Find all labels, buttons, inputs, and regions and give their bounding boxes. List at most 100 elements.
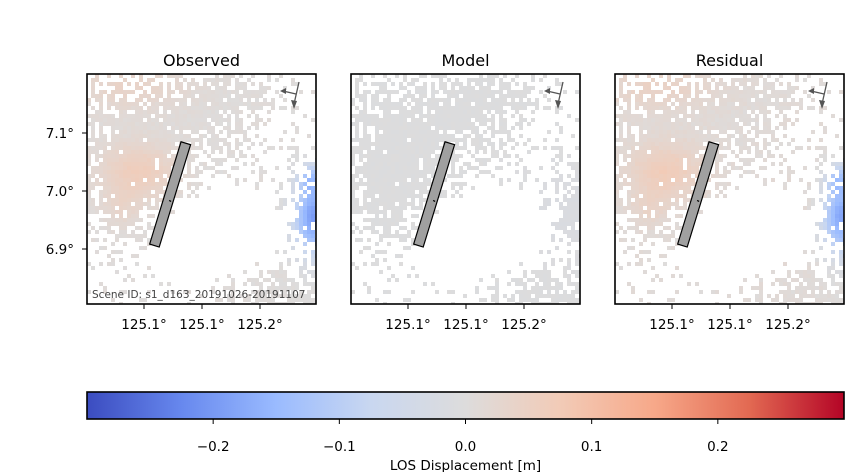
field-cell: [119, 230, 123, 234]
field-cell: [823, 206, 827, 210]
field-cell: [663, 178, 667, 182]
field-cell: [95, 182, 99, 186]
field-cell: [311, 290, 315, 294]
field-cell: [399, 234, 403, 238]
field-cell: [435, 146, 439, 150]
field-cell: [691, 126, 695, 130]
field-cell: [363, 94, 367, 98]
field-cell: [639, 170, 643, 174]
field-cell: [359, 206, 363, 210]
field-cell: [679, 162, 683, 166]
field-cell: [227, 130, 231, 134]
field-cell: [147, 186, 151, 190]
field-cell: [443, 178, 447, 182]
field-cell: [615, 262, 619, 266]
field-cell: [379, 194, 383, 198]
field-cell: [715, 118, 719, 122]
field-cell: [463, 114, 467, 118]
field-cell: [155, 138, 159, 142]
field-cell: [363, 218, 367, 222]
field-cell: [119, 170, 123, 174]
field-cell: [191, 78, 195, 82]
field-cell: [399, 194, 403, 198]
field-cell: [807, 94, 811, 98]
displacement-field: [351, 74, 580, 304]
field-cell: [471, 154, 475, 158]
field-cell: [291, 78, 295, 82]
field-cell: [427, 126, 431, 130]
field-cell: [823, 258, 827, 262]
field-cell: [255, 290, 259, 294]
field-cell: [403, 106, 407, 110]
field-cell: [131, 130, 135, 134]
field-cell: [115, 162, 119, 166]
field-cell: [691, 106, 695, 110]
field-cell: [683, 138, 687, 142]
field-cell: [739, 138, 743, 142]
field-cell: [495, 98, 499, 102]
field-cell: [307, 206, 311, 210]
field-cell: [643, 106, 647, 110]
field-cell: [103, 210, 107, 214]
field-cell: [271, 274, 275, 278]
field-cell: [235, 126, 239, 130]
field-cell: [715, 134, 719, 138]
field-cell: [567, 278, 571, 282]
field-cell: [383, 214, 387, 218]
field-cell: [639, 202, 643, 206]
field-cell: [383, 130, 387, 134]
field-cell: [547, 290, 551, 294]
field-cell: [735, 166, 739, 170]
field-cell: [467, 150, 471, 154]
field-cell: [819, 286, 823, 290]
field-cell: [127, 142, 131, 146]
field-cell: [491, 154, 495, 158]
field-cell: [359, 166, 363, 170]
field-cell: [427, 170, 431, 174]
field-cell: [739, 110, 743, 114]
field-cell: [667, 110, 671, 114]
field-cell: [459, 86, 463, 90]
field-cell: [819, 302, 823, 304]
field-cell: [375, 134, 379, 138]
field-cell: [415, 130, 419, 134]
field-cell: [683, 142, 687, 146]
field-cell: [119, 214, 123, 218]
field-cell: [739, 106, 743, 110]
field-cell: [299, 218, 303, 222]
field-cell: [635, 118, 639, 122]
field-cell: [403, 154, 407, 158]
field-cell: [543, 294, 547, 298]
field-cell: [551, 146, 555, 150]
field-cell: [195, 126, 199, 130]
field-cell: [731, 134, 735, 138]
field-cell: [663, 210, 667, 214]
field-cell: [647, 146, 651, 150]
field-cell: [151, 78, 155, 82]
field-cell: [259, 170, 263, 174]
field-cell: [191, 146, 195, 150]
field-cell: [503, 98, 507, 102]
field-cell: [351, 198, 355, 202]
field-cell: [515, 74, 519, 78]
field-cell: [459, 166, 463, 170]
field-cell: [667, 162, 671, 166]
field-cell: [87, 174, 91, 178]
field-cell: [687, 162, 691, 166]
field-cell: [351, 206, 355, 210]
field-cell: [423, 170, 427, 174]
field-cell: [527, 150, 531, 154]
field-cell: [623, 210, 627, 214]
field-cell: [719, 158, 723, 162]
field-cell: [639, 242, 643, 246]
field-cell: [263, 98, 267, 102]
field-cell: [211, 150, 215, 154]
field-cell: [263, 294, 267, 298]
field-cell: [667, 130, 671, 134]
field-cell: [147, 158, 151, 162]
field-cell: [683, 186, 687, 190]
field-cell: [291, 162, 295, 166]
field-cell: [395, 214, 399, 218]
field-cell: [359, 250, 363, 254]
field-cell: [663, 238, 667, 242]
